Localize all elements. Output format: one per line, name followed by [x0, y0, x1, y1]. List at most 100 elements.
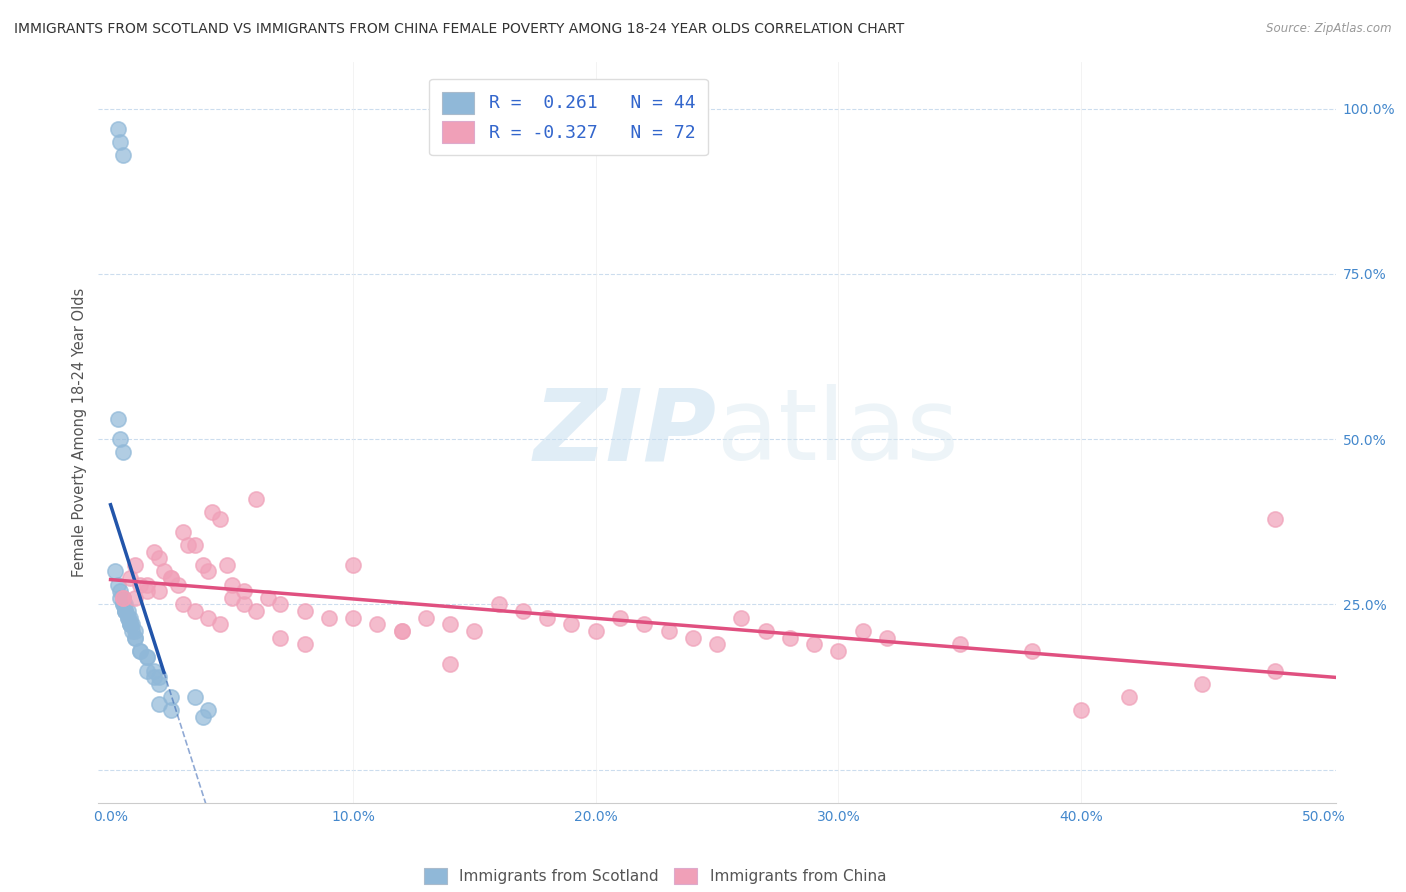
Point [172, 598, 194, 612]
Point [221, 591, 243, 605]
Point [117, 611, 139, 625]
Point [488, 598, 510, 612]
Point [114, 604, 136, 618]
Point [111, 445, 134, 459]
Point [136, 577, 159, 591]
Point [110, 135, 132, 149]
Point [184, 690, 207, 704]
Point [148, 551, 170, 566]
Point [191, 710, 214, 724]
Point [269, 598, 291, 612]
Point [160, 703, 183, 717]
Point [415, 611, 437, 625]
Point [117, 604, 139, 618]
Point [128, 577, 150, 591]
Point [191, 558, 214, 572]
Point [245, 491, 267, 506]
Legend: Immigrants from Scotland, Immigrants from China: Immigrants from Scotland, Immigrants fro… [418, 863, 893, 890]
Point [682, 631, 704, 645]
Point [779, 631, 801, 645]
Point [1191, 677, 1213, 691]
Point [536, 611, 558, 625]
Point [215, 558, 238, 572]
Point [730, 611, 752, 625]
Point [104, 565, 127, 579]
Point [111, 591, 134, 605]
Point [560, 617, 582, 632]
Point [118, 617, 141, 632]
Point [657, 624, 679, 638]
Point [1264, 511, 1286, 525]
Point [118, 617, 141, 632]
Point [827, 644, 849, 658]
Point [111, 598, 134, 612]
Point [148, 584, 170, 599]
Point [111, 591, 134, 605]
Point [512, 604, 534, 618]
Point [167, 577, 190, 591]
Point [136, 650, 159, 665]
Point [143, 544, 166, 558]
Point [463, 624, 485, 638]
Point [609, 611, 631, 625]
Point [107, 412, 129, 426]
Point [136, 664, 159, 678]
Point [160, 690, 183, 704]
Point [342, 611, 364, 625]
Point [1021, 644, 1043, 658]
Point [706, 637, 728, 651]
Point [852, 624, 875, 638]
Point [110, 584, 132, 599]
Point [124, 591, 146, 605]
Point [294, 604, 316, 618]
Point [118, 611, 141, 625]
Point [221, 577, 243, 591]
Point [148, 670, 170, 684]
Point [876, 631, 898, 645]
Point [197, 565, 219, 579]
Point [184, 538, 207, 552]
Point [117, 611, 139, 625]
Point [118, 617, 141, 632]
Point [172, 524, 194, 539]
Point [197, 703, 219, 717]
Y-axis label: Female Poverty Among 18-24 Year Olds: Female Poverty Among 18-24 Year Olds [72, 288, 87, 577]
Point [114, 598, 136, 612]
Point [197, 611, 219, 625]
Point [121, 624, 143, 638]
Point [160, 571, 183, 585]
Point [143, 670, 166, 684]
Point [318, 611, 340, 625]
Point [121, 617, 143, 632]
Text: atlas: atlas [717, 384, 959, 481]
Point [803, 637, 825, 651]
Point [755, 624, 778, 638]
Point [177, 538, 200, 552]
Point [124, 558, 146, 572]
Text: ZIP: ZIP [534, 384, 717, 481]
Point [107, 121, 129, 136]
Point [136, 584, 159, 599]
Point [148, 697, 170, 711]
Point [391, 624, 413, 638]
Point [110, 432, 132, 446]
Point [1070, 703, 1092, 717]
Point [391, 624, 413, 638]
Point [107, 577, 129, 591]
Point [148, 677, 170, 691]
Point [160, 571, 183, 585]
Point [114, 604, 136, 618]
Point [114, 604, 136, 618]
Point [366, 617, 388, 632]
Point [257, 591, 280, 605]
Text: IMMIGRANTS FROM SCOTLAND VS IMMIGRANTS FROM CHINA FEMALE POVERTY AMONG 18-24 YEA: IMMIGRANTS FROM SCOTLAND VS IMMIGRANTS F… [14, 22, 904, 37]
Point [233, 584, 256, 599]
Point [128, 644, 150, 658]
Point [245, 604, 267, 618]
Point [949, 637, 972, 651]
Point [111, 591, 134, 605]
Point [585, 624, 607, 638]
Point [143, 664, 166, 678]
Point [111, 598, 134, 612]
Text: Source: ZipAtlas.com: Source: ZipAtlas.com [1267, 22, 1392, 36]
